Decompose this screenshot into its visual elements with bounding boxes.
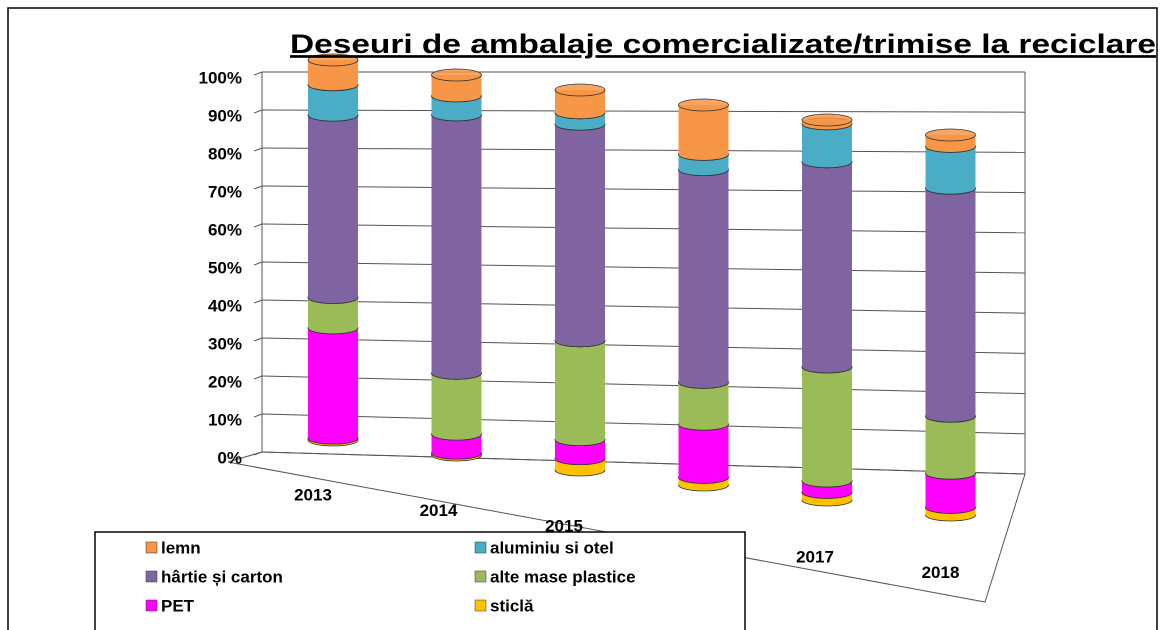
bar: [802, 367, 852, 481]
tick-mark: [253, 337, 263, 342]
legend-swatch: [474, 570, 487, 583]
bar: [555, 90, 605, 113]
legend-label: hârtie și carton: [161, 567, 283, 586]
bar: [555, 340, 605, 440]
bar: [678, 169, 729, 383]
legend-swatch: [474, 541, 487, 554]
plot-area: 0% 10% 20% 30% 40% 50% 60% 70% 80% 90% 100% 2013 201…: [199, 53, 1026, 603]
legend-swatch: [145, 599, 158, 612]
bar: [925, 146, 976, 189]
legend-swatch: [474, 599, 487, 612]
x-tick-label: 2017: [796, 547, 834, 566]
legend-label: aluminiu si otel: [490, 538, 614, 557]
cap: [801, 113, 853, 127]
grid-line: [261, 261, 1026, 274]
bar: [802, 161, 852, 367]
y-tick-label: 50%: [208, 258, 242, 277]
tick-mark: [253, 223, 263, 228]
cap: [431, 68, 482, 82]
chart-title: Deseuri de ambalaje comercializate/trimi…: [290, 29, 1156, 59]
legend: lemn aluminiu si otel hârtie și carton alte…: [94, 531, 746, 630]
grid-line: [261, 375, 1026, 395]
tick-mark: [253, 299, 263, 304]
tick-mark: [253, 451, 263, 456]
tick-mark: [253, 261, 263, 266]
x-tick-label: 2015: [545, 516, 583, 535]
bar: [678, 424, 729, 478]
tick-mark: [253, 375, 263, 380]
legend-label: sticlă: [490, 596, 534, 615]
y-tick-label: 10%: [208, 410, 242, 429]
grid-line: [261, 451, 1026, 475]
legend-label: PET: [161, 596, 195, 615]
y-tick-label: 60%: [208, 220, 242, 239]
frame: [7, 7, 1158, 630]
bar: [555, 124, 605, 341]
bar: [925, 416, 976, 474]
y-tick-label: 20%: [208, 372, 242, 391]
bar: [925, 188, 976, 417]
y-tick-label: 0%: [217, 448, 242, 467]
bar: [431, 114, 482, 374]
cap: [678, 98, 729, 112]
x-tick-label: 2014: [420, 501, 458, 520]
bar: [431, 373, 482, 435]
legend-label: lemn: [161, 538, 201, 557]
grid-line: [261, 147, 1026, 153]
x-tick-label: 2018: [922, 563, 960, 582]
bar: [308, 327, 358, 439]
grid-line: [261, 109, 1026, 113]
grid-line: [261, 337, 1026, 354]
bar: [678, 382, 729, 425]
tick-mark: [253, 147, 263, 152]
bar: [308, 115, 358, 298]
grid-line: [261, 185, 1026, 194]
grid-line: [261, 413, 1026, 435]
y-tick-label: 80%: [208, 144, 242, 163]
grid-line: [261, 299, 1026, 314]
y-tick-label: 40%: [208, 296, 242, 315]
bar: [678, 105, 729, 155]
legend-box: [94, 531, 746, 630]
tick-mark: [253, 71, 263, 76]
y-tick-label: 30%: [208, 334, 242, 353]
legend-swatch: [145, 570, 158, 583]
x-tick-label: 2013: [294, 485, 332, 504]
tick-mark: [253, 109, 263, 114]
y-tick-label: 70%: [208, 182, 242, 201]
tick-mark: [253, 185, 263, 190]
y-tick-label: 100%: [199, 68, 242, 87]
grid-line: [261, 223, 1026, 234]
tick-mark: [253, 413, 263, 418]
y-tick-label: 90%: [208, 106, 242, 125]
legend-label: alte mase plastice: [490, 567, 636, 586]
cap: [925, 128, 976, 142]
cap: [307, 53, 359, 67]
cap: [554, 83, 606, 97]
legend-swatch: [145, 541, 158, 554]
